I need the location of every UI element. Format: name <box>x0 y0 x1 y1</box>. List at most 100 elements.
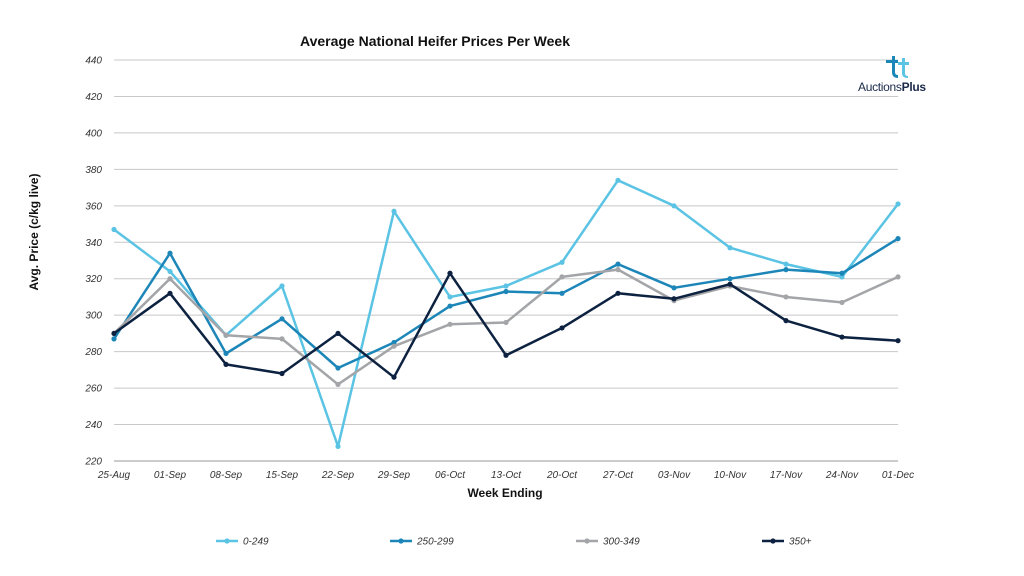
x-axis-label: Week Ending <box>467 486 542 500</box>
x-tick-label: 01-Sep <box>154 470 187 481</box>
series-line <box>112 237 899 370</box>
data-point <box>783 267 789 273</box>
grid <box>114 59 898 426</box>
data-point <box>223 361 229 367</box>
data-point <box>503 319 509 326</box>
data-point <box>559 259 565 265</box>
legend-item: 350+ <box>762 537 812 548</box>
x-tick-label: 08-Sep <box>210 470 243 481</box>
data-point <box>895 338 901 344</box>
data-point <box>503 288 509 295</box>
data-point <box>671 203 677 209</box>
legend-marker <box>770 538 776 544</box>
data-point <box>223 332 229 338</box>
series-line <box>113 272 899 379</box>
data-point <box>223 350 229 357</box>
chart-title: Average National Heifer Prices Per Week <box>300 33 570 49</box>
data-point <box>335 365 341 371</box>
data-point <box>559 274 565 280</box>
legend: 0-249 250-299 300-349 350+ <box>216 537 812 548</box>
legend-item: 300-349 <box>576 537 640 548</box>
data-point <box>391 208 397 214</box>
series-line <box>113 179 899 448</box>
x-tick-label: 29-Sep <box>377 470 411 481</box>
data-point <box>279 370 285 377</box>
data-point <box>279 316 285 322</box>
legend-marker <box>584 538 590 544</box>
data-point <box>391 343 397 349</box>
y-tick-label: 380 <box>85 165 102 176</box>
data-point <box>559 290 565 296</box>
data-point <box>895 274 901 280</box>
data-point <box>783 294 789 300</box>
data-point <box>391 374 397 380</box>
data-point <box>727 245 733 251</box>
series-250-299 <box>111 236 901 371</box>
data-point <box>279 283 285 289</box>
data-point <box>335 381 341 388</box>
y-tick-label: 400 <box>85 128 102 139</box>
legend-label: 0-249 <box>243 537 269 548</box>
y-tick-label: 280 <box>84 347 102 358</box>
x-tick-label: 13-Oct <box>491 470 522 481</box>
data-point <box>559 325 565 331</box>
data-point <box>391 339 397 346</box>
data-point <box>503 283 509 289</box>
y-tick-label: 300 <box>85 311 102 322</box>
data-point <box>167 276 173 282</box>
data-point <box>615 261 621 267</box>
data-point <box>783 261 789 267</box>
y-axis-label: Avg. Price (c/kg live) <box>27 174 41 291</box>
data-point <box>447 303 453 309</box>
logo-name-bold: Plus <box>901 80 926 94</box>
data-point <box>167 250 173 256</box>
x-tick-label: 15-Sep <box>266 470 299 481</box>
x-tick-label: 17-Nov <box>770 470 803 481</box>
y-tick-label: 320 <box>85 274 102 285</box>
x-tick-label: 20-Oct <box>546 470 578 481</box>
data-point <box>671 296 677 302</box>
data-point <box>447 321 453 327</box>
data-point <box>839 299 845 306</box>
data-point <box>615 177 621 183</box>
x-tick-label: 25-Aug <box>97 470 131 481</box>
data-point <box>335 443 341 450</box>
y-tick-label: 340 <box>85 238 102 249</box>
x-tick-labels: 25-Aug 01-Sep 08-Sep 15-Sep 22-Sep 29-Sep 06-O… <box>97 470 914 481</box>
series <box>111 177 901 450</box>
data-point <box>615 290 621 296</box>
data-point <box>615 267 621 273</box>
data-point <box>895 201 901 207</box>
data-point <box>839 274 845 280</box>
data-point <box>335 330 341 337</box>
legend-label: 250-299 <box>416 537 454 548</box>
data-point <box>167 268 173 275</box>
legend-marker <box>224 538 230 544</box>
x-tick-label: 24-Nov <box>825 470 859 481</box>
data-point <box>111 226 117 233</box>
legend-label: 350+ <box>789 537 812 548</box>
x-tick-label: 01-Dec <box>882 470 914 481</box>
data-point <box>111 336 117 342</box>
data-point <box>167 290 173 296</box>
data-point <box>839 334 845 340</box>
legend-label: 300-349 <box>603 537 640 548</box>
x-tick-label: 22-Sep <box>321 470 355 481</box>
data-point <box>111 330 117 337</box>
data-point <box>727 281 733 287</box>
legend-item: 250-299 <box>390 537 454 548</box>
logo-name-regular: Auctions <box>858 80 902 94</box>
data-point <box>671 285 677 291</box>
y-tick-label: 220 <box>84 457 102 468</box>
y-tick-label: 420 <box>85 92 102 103</box>
data-point <box>895 236 901 242</box>
x-tick-label: 27-Oct <box>602 470 634 481</box>
x-tick-label: 03-Nov <box>658 470 691 481</box>
legend-item: 0-249 <box>216 537 269 548</box>
data-point <box>447 270 453 276</box>
data-point <box>839 270 845 276</box>
y-tick-label: 440 <box>85 56 102 67</box>
auctionsplus-logo-text: AuctionsPlus <box>858 80 926 94</box>
data-point <box>279 336 285 342</box>
